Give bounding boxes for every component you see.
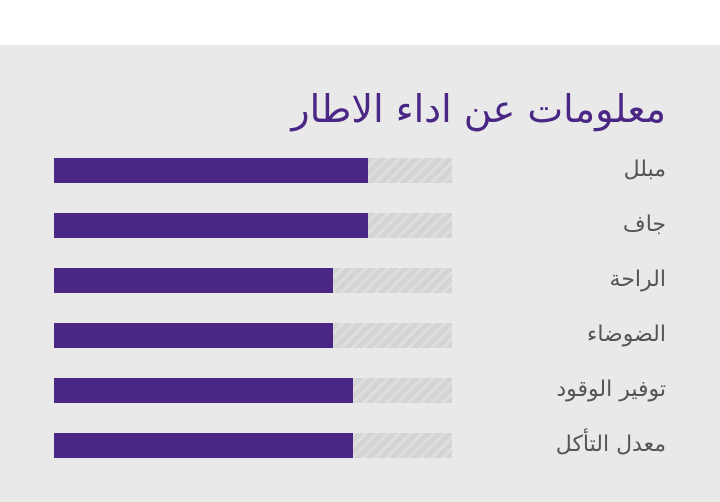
bar-label: الراحة bbox=[609, 267, 666, 292]
bar-label: جاف bbox=[622, 212, 666, 237]
bar-row: مبلل bbox=[0, 157, 720, 184]
bar-label: الضوضاء bbox=[587, 322, 666, 347]
bar-track bbox=[54, 268, 452, 293]
bar-row: معدل التأكل bbox=[0, 432, 720, 459]
bar-label: توفير الوقود bbox=[556, 377, 666, 402]
bar-row: الضوضاء bbox=[0, 322, 720, 349]
bar-track bbox=[54, 213, 452, 238]
bar-track bbox=[54, 158, 452, 183]
bar-fill bbox=[54, 378, 353, 403]
bar-row: الراحة bbox=[0, 267, 720, 294]
bar-track bbox=[54, 433, 452, 458]
bar-fill bbox=[54, 433, 353, 458]
bar-row: توفير الوقود bbox=[0, 377, 720, 404]
bar-track bbox=[54, 323, 452, 348]
bar-fill bbox=[54, 158, 368, 183]
panel-title: معلومات عن اداء الاطار bbox=[291, 87, 666, 131]
bar-fill bbox=[54, 213, 368, 238]
bar-label: مبلل bbox=[623, 157, 666, 182]
bar-fill bbox=[54, 323, 333, 348]
bar-track bbox=[54, 378, 452, 403]
bar-row: جاف bbox=[0, 212, 720, 239]
bar-label: معدل التأكل bbox=[555, 432, 666, 457]
bar-fill bbox=[54, 268, 333, 293]
